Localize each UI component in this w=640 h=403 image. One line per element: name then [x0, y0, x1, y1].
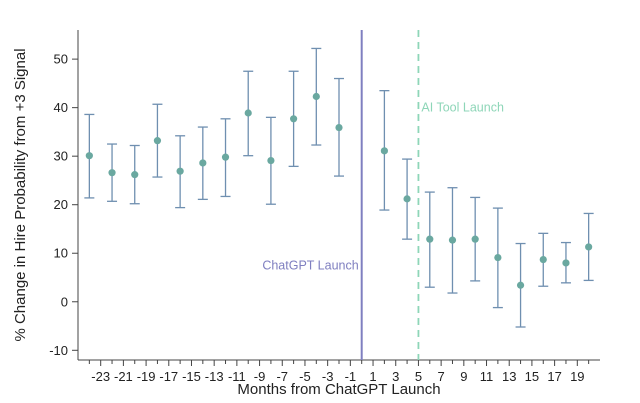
data-point [85, 152, 93, 160]
x-tick-label: 5 [415, 369, 422, 384]
data-point [221, 153, 230, 161]
data-point [312, 92, 320, 101]
x-tick-label: -9 [254, 369, 266, 384]
x-tick-label: -7 [276, 369, 288, 384]
data-point [562, 259, 570, 267]
y-tick-label: 30 [54, 149, 68, 164]
data-point [494, 254, 502, 262]
data-point [403, 195, 411, 203]
data-point [380, 147, 388, 155]
x-tick-label: -21 [114, 369, 133, 384]
data-point [516, 281, 525, 289]
y-tick-label: 10 [54, 246, 68, 261]
x-tick-label: -15 [182, 369, 201, 384]
ai-tool-launch-label: AI Tool Launch [421, 101, 504, 115]
data-point [176, 167, 184, 175]
x-tick-label: -1 [345, 369, 357, 384]
data-point [539, 255, 547, 264]
x-tick-label: 11 [480, 369, 494, 384]
y-tick-label: 20 [54, 197, 68, 212]
chatgpt-launch-label: ChatGPT Launch [262, 258, 358, 272]
x-tick-label: -23 [91, 369, 110, 384]
x-tick-label: -19 [137, 369, 156, 384]
data-point [108, 169, 116, 177]
data-point [199, 159, 207, 167]
x-tick-label: -13 [205, 369, 224, 384]
x-tick-label: 15 [525, 369, 539, 384]
y-axis-title: % Change in Hire Probability from +3 Sig… [12, 48, 29, 341]
data-marks [84, 47, 594, 328]
data-point [153, 137, 162, 145]
x-tick-label: 17 [547, 369, 561, 384]
x-tick-label: 7 [438, 369, 445, 384]
annotation-layer: ChatGPT Launch AI Tool Launch [262, 30, 504, 360]
x-tick-label: -5 [299, 369, 311, 384]
data-point [131, 171, 139, 179]
x-tick-label: 19 [570, 369, 584, 384]
x-tick-label: 1 [369, 369, 376, 384]
data-point [290, 115, 298, 123]
x-tick-label: -17 [159, 369, 178, 384]
data-point [471, 235, 479, 243]
x-axis-title: Months from ChatGPT Launch [237, 381, 440, 398]
x-tick-label: 13 [502, 369, 516, 384]
y-tick-label: 0 [61, 294, 68, 309]
x-tick-label: -3 [322, 369, 334, 384]
data-point [335, 123, 343, 132]
data-point [426, 235, 434, 243]
x-tick-label: 9 [460, 369, 467, 384]
y-tick-label: 40 [54, 100, 68, 115]
data-point [448, 236, 457, 244]
data-point [267, 156, 275, 165]
x-tick-label: -11 [228, 369, 246, 384]
y-tick-label: 50 [54, 52, 68, 67]
y-tick-label: -10 [49, 343, 68, 358]
x-tick-label: 3 [392, 369, 399, 384]
data-point [585, 243, 593, 251]
data-point [244, 109, 252, 117]
